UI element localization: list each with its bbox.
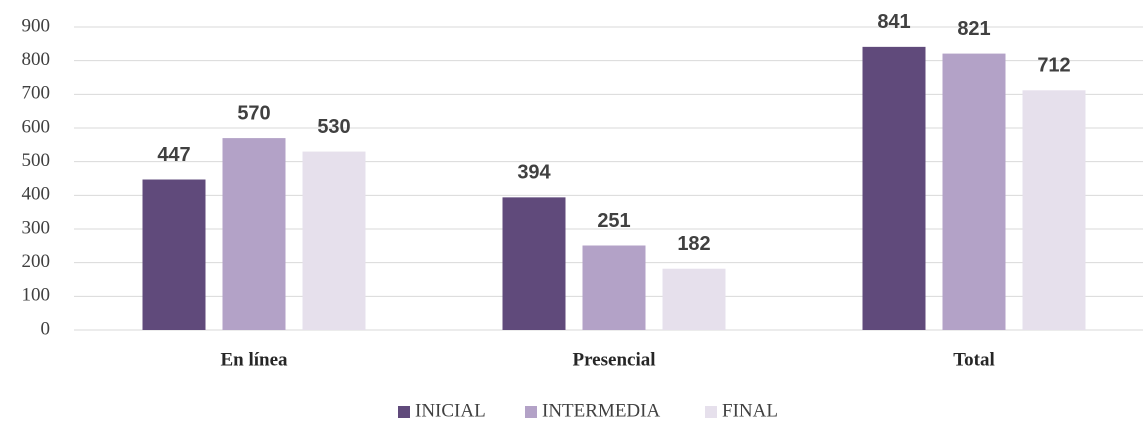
y-tick-label: 100 — [22, 285, 51, 306]
value-label: 251 — [597, 210, 630, 232]
legend-label: FINAL — [722, 400, 778, 421]
x-tick-label: Total — [953, 349, 995, 370]
value-label: 182 — [677, 233, 710, 255]
value-label: 447 — [157, 144, 190, 166]
y-tick-label: 300 — [22, 217, 51, 238]
bar — [302, 151, 366, 330]
y-tick-label: 200 — [22, 251, 51, 272]
legend-swatch — [525, 406, 537, 418]
x-tick-label: Presencial — [572, 349, 655, 370]
bar — [582, 245, 646, 330]
y-tick-label: 800 — [22, 49, 51, 70]
y-tick-label: 700 — [22, 83, 51, 104]
bar — [1022, 90, 1086, 330]
x-tick-label: En línea — [220, 349, 288, 370]
y-tick-label: 600 — [22, 116, 51, 137]
value-label: 530 — [317, 116, 350, 138]
legend-swatch — [398, 406, 410, 418]
y-tick-label: 500 — [22, 150, 51, 171]
value-label: 570 — [237, 102, 270, 124]
bar — [662, 268, 726, 330]
value-label: 841 — [877, 11, 910, 33]
bar — [862, 46, 926, 330]
bar — [142, 179, 206, 330]
y-tick-label: 400 — [22, 184, 51, 205]
value-label: 821 — [957, 18, 990, 40]
y-tick-label: 900 — [22, 15, 51, 36]
bar — [502, 197, 566, 330]
value-label: 712 — [1037, 55, 1070, 77]
legend-label: INTERMEDIA — [542, 400, 660, 421]
legend-swatch — [705, 406, 717, 418]
y-tick-label: 0 — [41, 318, 51, 339]
value-label: 394 — [517, 162, 551, 184]
bar — [222, 138, 286, 330]
bar — [942, 53, 1006, 330]
legend-label: INICIAL — [415, 400, 486, 421]
